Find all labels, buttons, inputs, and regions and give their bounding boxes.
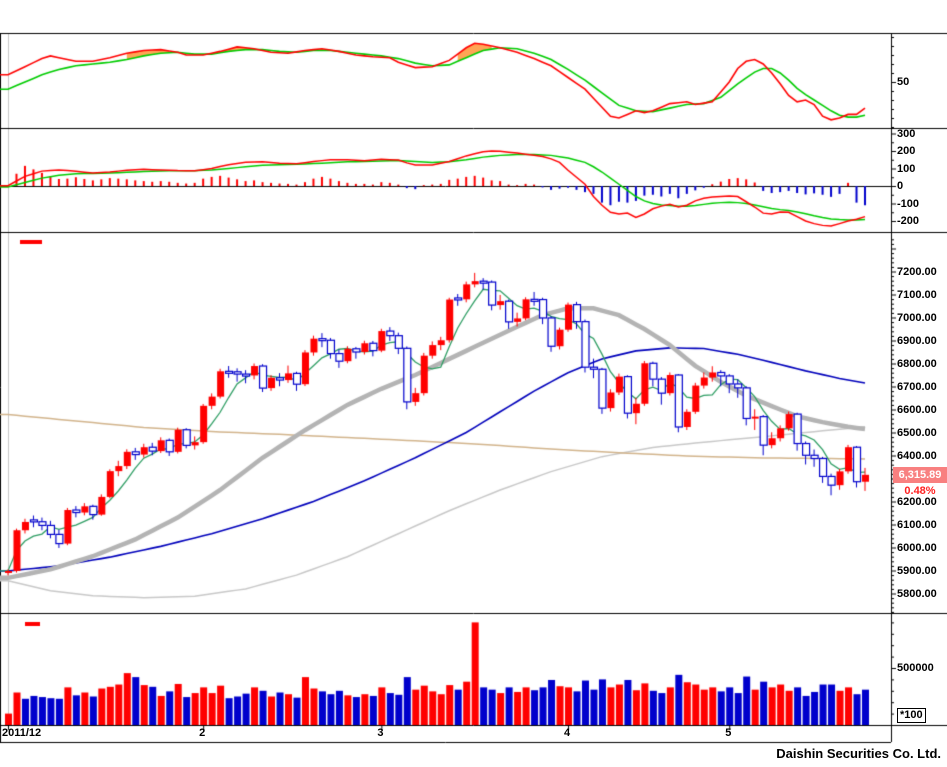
price-axis-label: 6600.00 (897, 403, 937, 416)
price-axis-label: 6700.00 (897, 380, 937, 393)
x-axis-label: 3 (377, 727, 384, 739)
price-axis-label: 7200.00 (897, 265, 937, 278)
price-axis-label: 6000.00 (897, 541, 937, 554)
macd-axis-label: 300 (897, 127, 916, 140)
price-axis-label: 7000.00 (897, 311, 937, 324)
footer-company: Daishin Securities Co. Ltd. (776, 746, 941, 761)
x-axis-label: 5 (725, 727, 732, 739)
macd-axis-label: 200 (897, 145, 916, 157)
price-axis-label: 6800.00 (897, 357, 937, 370)
macd-axis-label: -100 (897, 197, 920, 210)
macd-axis-label: -200 (897, 215, 920, 227)
x-axis-label: 4 (564, 727, 571, 739)
last-price-badge: 6,315.89 (893, 466, 947, 483)
price-axis-label: 5800.00 (897, 587, 937, 600)
volume-axis-label: 500000 (897, 662, 934, 674)
x-axis-label: 2 (199, 727, 206, 739)
price-axis-label: 6200.00 (897, 495, 937, 508)
price-axis-label: 6900.00 (897, 334, 937, 347)
price-axis-label: 6100.00 (897, 518, 937, 531)
volume-multiplier-label: *100 (897, 708, 926, 723)
price-axis-label: 5900.00 (897, 564, 937, 577)
price-axis-label: 6400.00 (897, 449, 937, 462)
macd-axis-label: 100 (897, 162, 916, 175)
macd-axis-label: 0 (897, 180, 904, 192)
stoch-axis-label: 50 (897, 76, 910, 88)
price-axis-label: 7100.00 (897, 288, 937, 301)
x-axis-label: 2011/12 (2, 727, 42, 739)
change-percent: 0.48% (904, 484, 936, 497)
price-axis-label: 6500.00 (897, 426, 937, 439)
